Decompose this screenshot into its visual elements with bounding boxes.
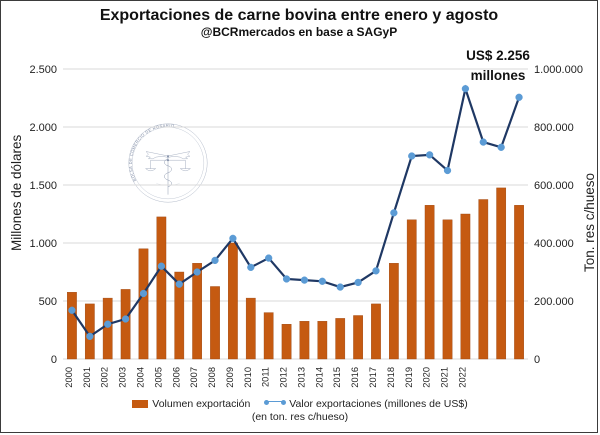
svg-text:2000: 2000 (64, 367, 74, 388)
svg-text:2021: 2021 (440, 367, 450, 388)
svg-text:2005: 2005 (153, 367, 163, 388)
svg-text:2003: 2003 (118, 367, 128, 388)
svg-text:2011: 2011 (261, 367, 271, 387)
svg-text:200.000: 200.000 (534, 296, 574, 308)
svg-text:2013: 2013 (296, 367, 306, 388)
svg-text:0: 0 (534, 354, 540, 366)
svg-text:2019: 2019 (404, 367, 414, 388)
svg-text:2009: 2009 (225, 367, 235, 388)
svg-text:2004: 2004 (135, 367, 145, 388)
svg-text:2014: 2014 (314, 367, 324, 388)
svg-text:2002: 2002 (100, 367, 110, 388)
svg-text:2015: 2015 (332, 367, 342, 388)
svg-text:2008: 2008 (207, 367, 217, 388)
svg-text:2020: 2020 (422, 367, 432, 388)
svg-text:2022: 2022 (457, 367, 467, 388)
svg-text:2001: 2001 (82, 367, 92, 388)
svg-text:1.500: 1.500 (29, 180, 57, 192)
svg-text:1.000: 1.000 (29, 238, 57, 250)
svg-text:600.000: 600.000 (534, 180, 574, 192)
svg-text:2017: 2017 (368, 367, 378, 388)
svg-text:0: 0 (51, 354, 57, 366)
svg-text:800.000: 800.000 (534, 122, 574, 134)
svg-text:400.000: 400.000 (534, 238, 574, 250)
svg-text:1.000.000: 1.000.000 (534, 64, 583, 76)
svg-text:2.500: 2.500 (29, 64, 57, 76)
svg-text:2010: 2010 (243, 367, 253, 388)
svg-text:2012: 2012 (279, 367, 289, 388)
svg-text:2016: 2016 (350, 367, 360, 388)
svg-text:2018: 2018 (386, 367, 396, 388)
svg-text:2007: 2007 (189, 367, 199, 388)
svg-text:2.000: 2.000 (29, 122, 57, 134)
svg-text:2006: 2006 (171, 367, 181, 388)
svg-text:500: 500 (39, 296, 57, 308)
